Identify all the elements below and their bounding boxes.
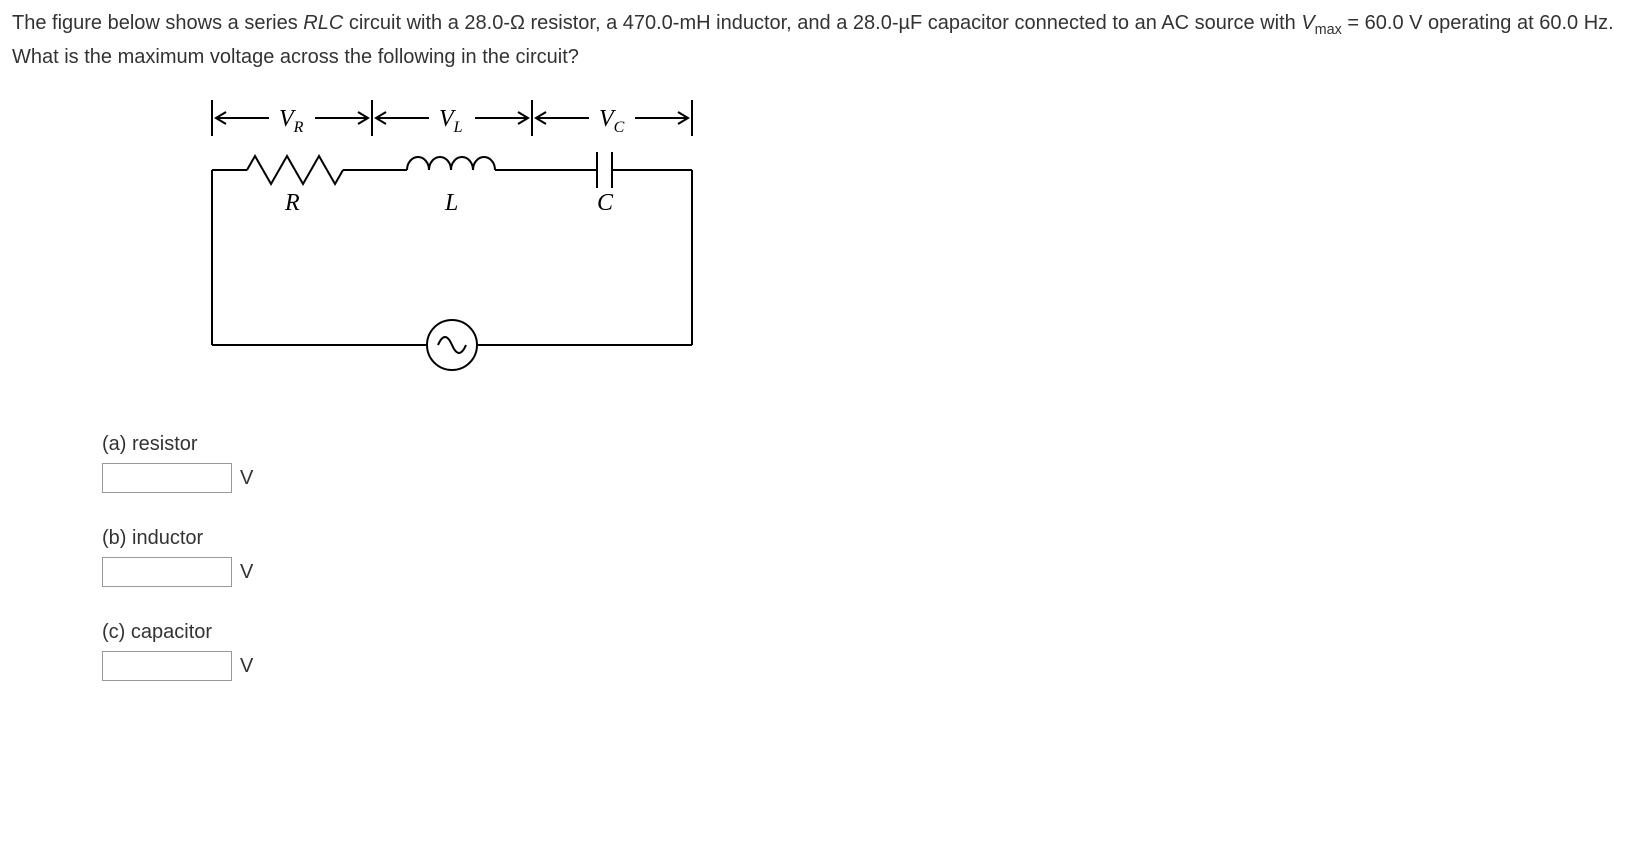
circuit-diagram: VR VL VC R L C	[192, 90, 1626, 399]
label-R: R	[284, 190, 300, 216]
part-c-unit: V	[240, 651, 253, 681]
rlc-italic: RLC	[303, 12, 343, 34]
part-c-label: (c) capacitor	[102, 617, 1626, 647]
part-b-unit: V	[240, 557, 253, 587]
part-a: (a) resistor V	[102, 429, 1626, 493]
vmax-symbol: Vmax	[1301, 12, 1342, 34]
part-b-label: (b) inductor	[102, 523, 1626, 553]
answer-parts: (a) resistor V (b) inductor V (c) capaci…	[102, 429, 1626, 681]
problem-statement: The figure below shows a series RLC circ…	[12, 8, 1626, 72]
part-a-unit: V	[240, 463, 253, 493]
part-a-label: (a) resistor	[102, 429, 1626, 459]
part-b: (b) inductor V	[102, 523, 1626, 587]
part-b-input[interactable]	[102, 557, 232, 587]
label-VR: VR	[279, 106, 304, 136]
part-c-input[interactable]	[102, 651, 232, 681]
part-c: (c) capacitor V	[102, 617, 1626, 681]
label-L: L	[444, 190, 458, 216]
part-a-input[interactable]	[102, 463, 232, 493]
problem-text-2: circuit with a 28.0-Ω resistor, a 470.0-…	[343, 12, 1301, 34]
label-C: C	[597, 190, 614, 216]
label-VC: VC	[599, 106, 625, 136]
circuit-svg: VR VL VC R L C	[192, 90, 712, 390]
problem-text-1: The figure below shows a series	[12, 12, 303, 34]
label-VL: VL	[439, 106, 463, 136]
